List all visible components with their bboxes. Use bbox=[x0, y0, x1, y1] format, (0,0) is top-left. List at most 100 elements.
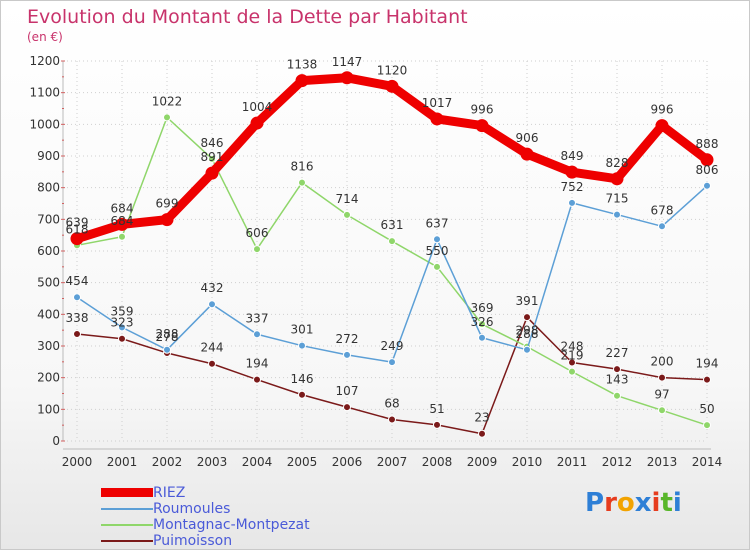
data-point bbox=[655, 119, 669, 133]
data-point bbox=[430, 112, 444, 126]
x-tick-label: 2011 bbox=[557, 455, 588, 469]
data-label: 194 bbox=[246, 357, 269, 371]
legend-swatch-roumoules bbox=[101, 508, 153, 510]
legend-label-puimoisson: Puimoisson bbox=[153, 533, 233, 549]
x-tick-label: 2006 bbox=[332, 455, 363, 469]
data-label: 23 bbox=[474, 411, 489, 425]
data-label: 51 bbox=[429, 402, 444, 416]
data-point bbox=[208, 300, 216, 309]
data-point bbox=[118, 323, 126, 332]
chart-subtitle: (en €) bbox=[27, 30, 63, 44]
data-label: 272 bbox=[336, 332, 359, 346]
data-label: 639 bbox=[66, 216, 89, 230]
data-label: 288 bbox=[156, 327, 179, 341]
data-label: 1017 bbox=[422, 96, 453, 110]
legend-label-montagnac: Montagnac-Montpezat bbox=[153, 517, 310, 533]
data-point bbox=[298, 178, 306, 187]
data-point bbox=[613, 365, 621, 374]
y-tick-label: 800 bbox=[37, 181, 60, 195]
legend-item-riez: RIEZ bbox=[101, 485, 401, 501]
data-label: 359 bbox=[111, 304, 134, 318]
data-point bbox=[388, 358, 396, 367]
x-tick-label: 2003 bbox=[197, 455, 228, 469]
data-label: 298 bbox=[516, 324, 539, 338]
data-label: 618 bbox=[66, 222, 89, 236]
data-label: 906 bbox=[516, 131, 539, 145]
logo-letter-o: o bbox=[616, 488, 635, 518]
data-label: 637 bbox=[426, 216, 449, 230]
data-point bbox=[298, 341, 306, 350]
legend-swatch-montagnac bbox=[101, 524, 153, 526]
data-label: 248 bbox=[561, 339, 584, 353]
data-point bbox=[475, 119, 489, 133]
data-point bbox=[70, 232, 84, 246]
legend-swatch-riez bbox=[101, 488, 153, 497]
legend-label-roumoules: Roumoules bbox=[153, 501, 231, 517]
data-label: 107 bbox=[336, 384, 359, 398]
data-label: 219 bbox=[561, 349, 584, 363]
y-tick-label: 600 bbox=[37, 244, 60, 258]
legend-label-riez: RIEZ bbox=[153, 485, 186, 501]
data-label: 806 bbox=[696, 163, 719, 177]
data-point bbox=[253, 330, 261, 339]
x-tick-label: 2009 bbox=[467, 455, 498, 469]
data-point bbox=[295, 74, 309, 88]
data-point bbox=[343, 210, 351, 219]
logo-letter-x: x bbox=[634, 488, 652, 518]
data-point bbox=[385, 79, 399, 93]
data-point bbox=[433, 262, 441, 271]
legend-item-puimoisson: Puimoisson bbox=[101, 533, 401, 549]
legend-item-montagnac: Montagnac-Montpezat bbox=[101, 517, 401, 533]
data-point bbox=[568, 367, 576, 376]
data-label: 816 bbox=[291, 160, 314, 174]
data-point bbox=[433, 235, 441, 244]
data-point bbox=[703, 181, 711, 190]
data-label: 143 bbox=[606, 373, 629, 387]
data-label: 68 bbox=[384, 396, 399, 410]
data-point bbox=[388, 237, 396, 246]
x-tick-label: 2004 bbox=[242, 455, 273, 469]
y-tick-label: 1200 bbox=[29, 54, 60, 68]
data-label: 684 bbox=[111, 201, 134, 215]
data-label: 200 bbox=[651, 355, 674, 369]
data-point bbox=[658, 406, 666, 415]
data-point bbox=[250, 116, 264, 130]
data-label: 849 bbox=[561, 149, 584, 163]
data-label: 369 bbox=[471, 301, 494, 315]
x-tick-label: 2002 bbox=[152, 455, 183, 469]
data-point bbox=[658, 222, 666, 231]
logo-letter-t: t bbox=[660, 488, 673, 518]
y-tick-label: 500 bbox=[37, 276, 60, 290]
data-label: 278 bbox=[156, 330, 179, 344]
data-point bbox=[343, 403, 351, 412]
data-point bbox=[208, 154, 216, 163]
data-label: 338 bbox=[66, 311, 89, 325]
data-point bbox=[568, 358, 576, 367]
data-point bbox=[253, 245, 261, 254]
data-point bbox=[478, 320, 486, 329]
x-tick-label: 2014 bbox=[692, 455, 723, 469]
legend-item-roumoules: Roumoules bbox=[101, 501, 401, 517]
data-point bbox=[340, 71, 354, 85]
x-tick-label: 2005 bbox=[287, 455, 318, 469]
data-label: 699 bbox=[156, 197, 179, 211]
y-tick-label: 300 bbox=[37, 339, 60, 353]
data-label: 888 bbox=[696, 137, 719, 151]
data-label: 391 bbox=[516, 294, 539, 308]
data-point bbox=[568, 198, 576, 207]
data-point bbox=[118, 232, 126, 241]
data-point bbox=[613, 391, 621, 400]
data-label: 715 bbox=[606, 192, 629, 206]
logo-letter-i: i bbox=[651, 488, 661, 518]
data-point bbox=[478, 429, 486, 438]
data-label: 249 bbox=[381, 339, 404, 353]
y-tick-label: 900 bbox=[37, 149, 60, 163]
data-label: 288 bbox=[516, 327, 539, 341]
data-label: 326 bbox=[471, 315, 494, 329]
chart-title: Evolution du Montant de la Dette par Hab… bbox=[27, 6, 468, 28]
data-point bbox=[565, 165, 579, 179]
logo-letter-r: r bbox=[604, 488, 617, 518]
data-label: 194 bbox=[696, 357, 719, 371]
data-label: 323 bbox=[111, 316, 134, 330]
